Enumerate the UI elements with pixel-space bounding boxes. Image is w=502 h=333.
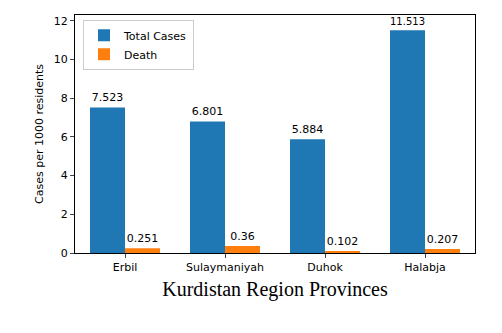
svg-text:6.801: 6.801 xyxy=(192,105,224,118)
svg-text:0.251: 0.251 xyxy=(127,232,159,245)
svg-text:Sulaymaniyah: Sulaymaniyah xyxy=(186,261,264,274)
svg-text:10: 10 xyxy=(54,53,68,66)
svg-text:7.523: 7.523 xyxy=(92,91,124,104)
svg-text:4: 4 xyxy=(61,169,68,182)
svg-text:12: 12 xyxy=(54,15,68,28)
svg-text:11.513: 11.513 xyxy=(390,16,425,27)
svg-text:Death: Death xyxy=(124,49,157,62)
svg-text:0.102: 0.102 xyxy=(327,235,359,248)
svg-text:0: 0 xyxy=(61,247,68,260)
svg-text:0.36: 0.36 xyxy=(230,230,255,243)
svg-text:Cases per 1000 residents: Cases per 1000 residents xyxy=(33,64,46,204)
svg-text:6: 6 xyxy=(61,131,68,144)
svg-text:5.884: 5.884 xyxy=(292,123,324,136)
svg-text:2: 2 xyxy=(61,208,68,221)
svg-text:Erbil: Erbil xyxy=(113,261,138,274)
svg-text:Kurdistan Region Provinces: Kurdistan Region Provinces xyxy=(162,278,388,301)
svg-text:Duhok: Duhok xyxy=(307,261,343,274)
svg-text:8: 8 xyxy=(61,92,68,105)
svg-text:Halabja: Halabja xyxy=(404,261,446,274)
svg-text:Total Cases: Total Cases xyxy=(123,30,186,43)
svg-text:0.207: 0.207 xyxy=(427,233,459,246)
